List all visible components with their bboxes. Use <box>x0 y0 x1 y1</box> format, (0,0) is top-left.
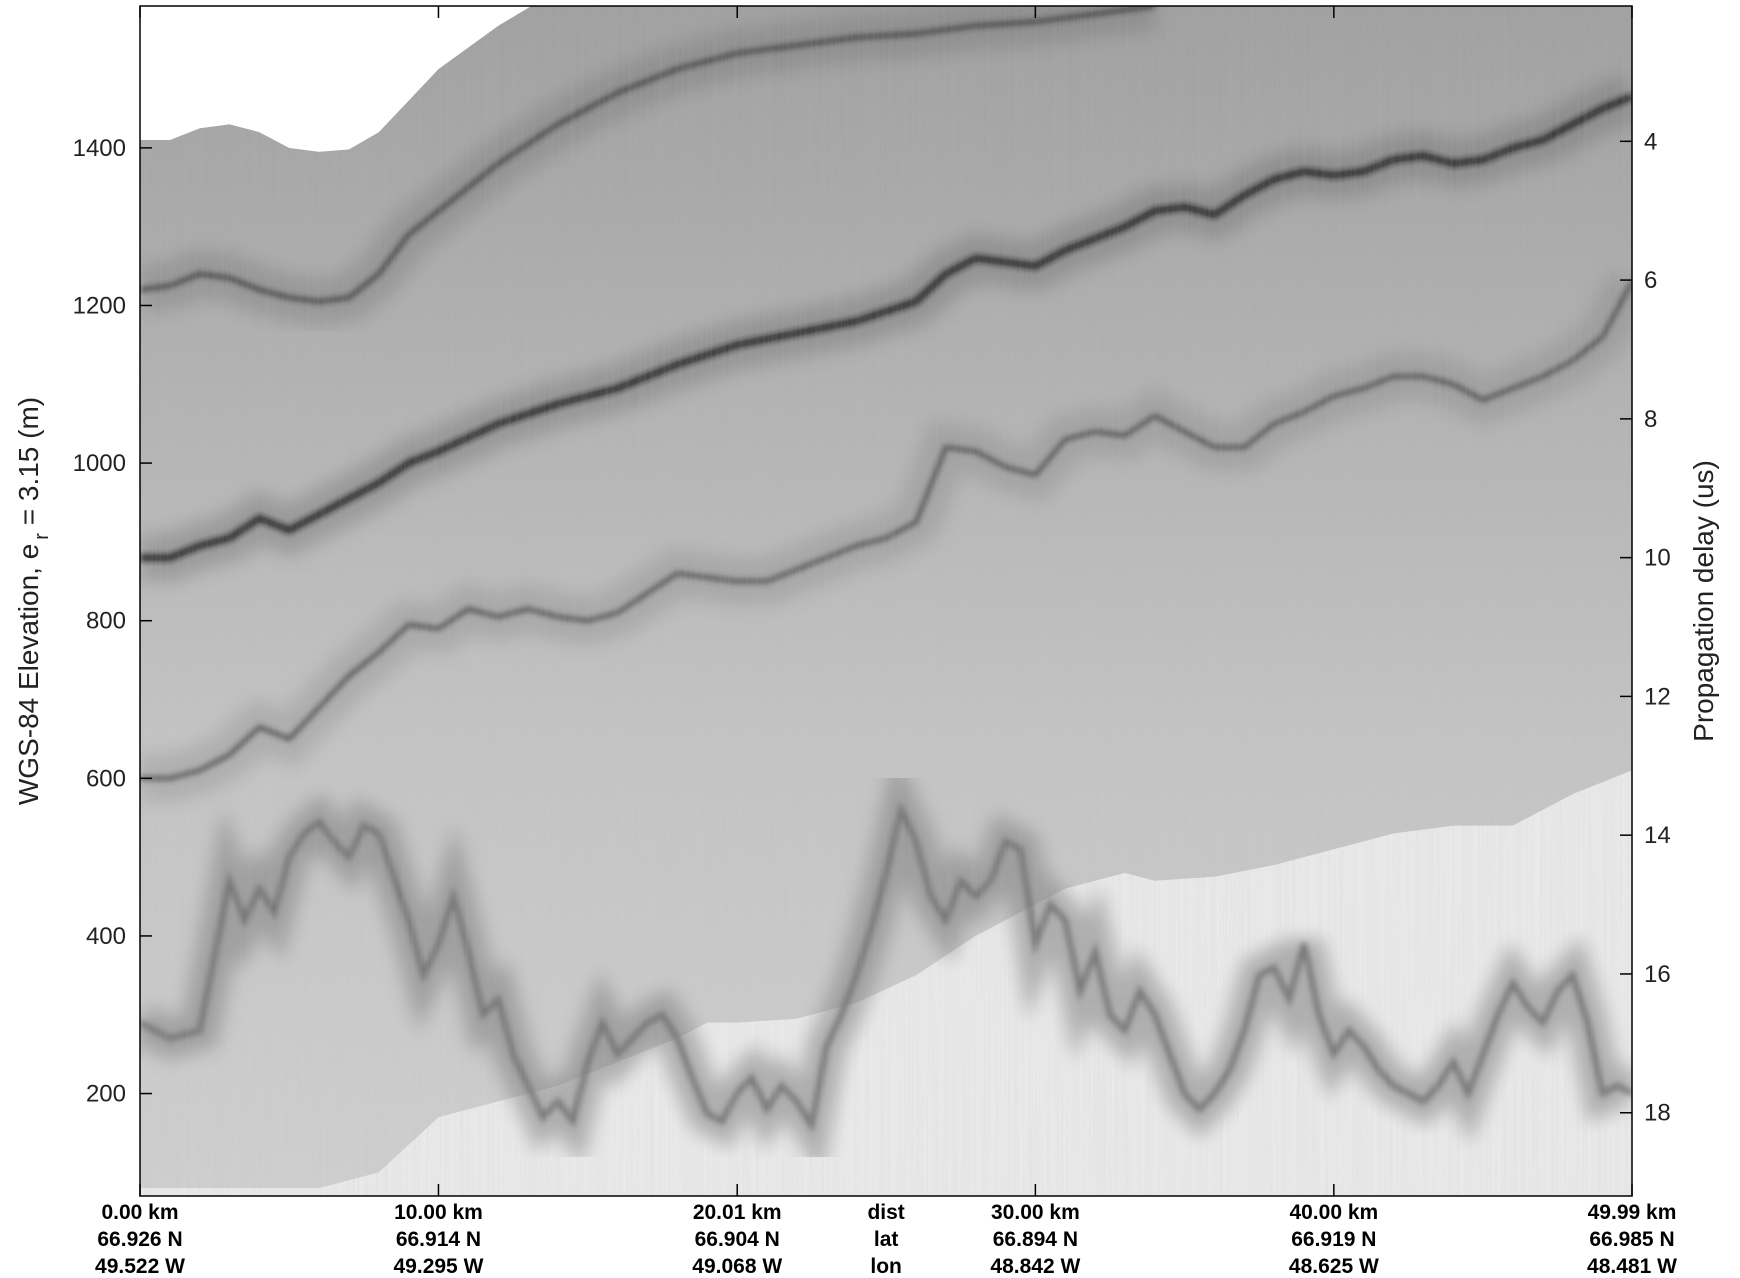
x-label-lon: 49.295 W <box>394 1255 484 1278</box>
streak-overlay <box>140 6 1632 1196</box>
y-tick-label: 1000 <box>73 450 126 477</box>
y-tick-label: 1400 <box>73 135 126 162</box>
y2-tick-label: 8 <box>1644 406 1657 433</box>
y-axis-title: WGS-84 Elevation, e r = 3.15 (m) <box>13 397 53 805</box>
plot-frame <box>139 5 1633 1197</box>
row-label-lon: lon <box>870 1255 902 1278</box>
y-axis-title-subscript: r <box>31 533 53 540</box>
x-label-lat: 66.914 N <box>396 1228 481 1251</box>
x-label-lon: 49.522 W <box>95 1255 185 1278</box>
y-axis-title-main: WGS-84 Elevation, e <box>13 544 44 805</box>
y2-tick-label: 4 <box>1644 128 1657 155</box>
y-axis-right: 4 6 8 10 12 14 16 18 <box>1620 128 1671 1127</box>
y2-tick-label: 16 <box>1644 961 1671 988</box>
row-label-dist: dist <box>867 1201 904 1224</box>
x-label-lon: 48.625 W <box>1289 1255 1379 1278</box>
y-tick-label: 1200 <box>73 292 126 319</box>
x-label-lon: 49.068 W <box>692 1255 782 1278</box>
x-label-lat: 66.919 N <box>1291 1228 1376 1251</box>
y2-tick-label: 18 <box>1644 1100 1671 1127</box>
y2-tick-label: 12 <box>1644 683 1671 710</box>
row-label-lat: lat <box>874 1228 899 1251</box>
x-label-dist: 30.00 km <box>991 1201 1080 1224</box>
y2-tick-label: 14 <box>1644 822 1671 849</box>
x-label-lat: 66.985 N <box>1589 1228 1674 1251</box>
y-axis-title-suffix: = 3.15 (m) <box>13 397 44 533</box>
x-label-lon: 48.481 W <box>1587 1255 1677 1278</box>
y-tick-label: 600 <box>86 765 126 792</box>
plot-area <box>140 6 1632 1196</box>
x-label-lon: 48.842 W <box>990 1255 1080 1278</box>
x-axis: 0.00 km 66.926 N 49.522 W 10.00 km 66.914 N 4… <box>95 6 1677 1278</box>
y-tick-label: 400 <box>86 923 126 950</box>
x-label-dist: 40.00 km <box>1289 1201 1378 1224</box>
x-label-lat: 66.904 N <box>695 1228 780 1251</box>
y-axis-left: 200 400 600 800 1000 1200 1400 <box>73 135 152 1108</box>
y-tick-label: 200 <box>86 1081 126 1108</box>
x-label-dist: 20.01 km <box>693 1201 782 1224</box>
y-tick-label: 800 <box>86 608 126 635</box>
x-label-dist: 0.00 km <box>101 1201 178 1224</box>
x-label-lat: 66.926 N <box>97 1228 182 1251</box>
y2-axis-title: Propagation delay (us) <box>1688 460 1719 742</box>
x-label-lat: 66.894 N <box>993 1228 1078 1251</box>
sky-above-surface <box>140 6 532 152</box>
x-label-dist: 10.00 km <box>394 1201 483 1224</box>
y2-tick-label: 10 <box>1644 545 1671 572</box>
x-label-dist: 49.99 km <box>1588 1201 1677 1224</box>
y2-tick-label: 6 <box>1644 267 1657 294</box>
